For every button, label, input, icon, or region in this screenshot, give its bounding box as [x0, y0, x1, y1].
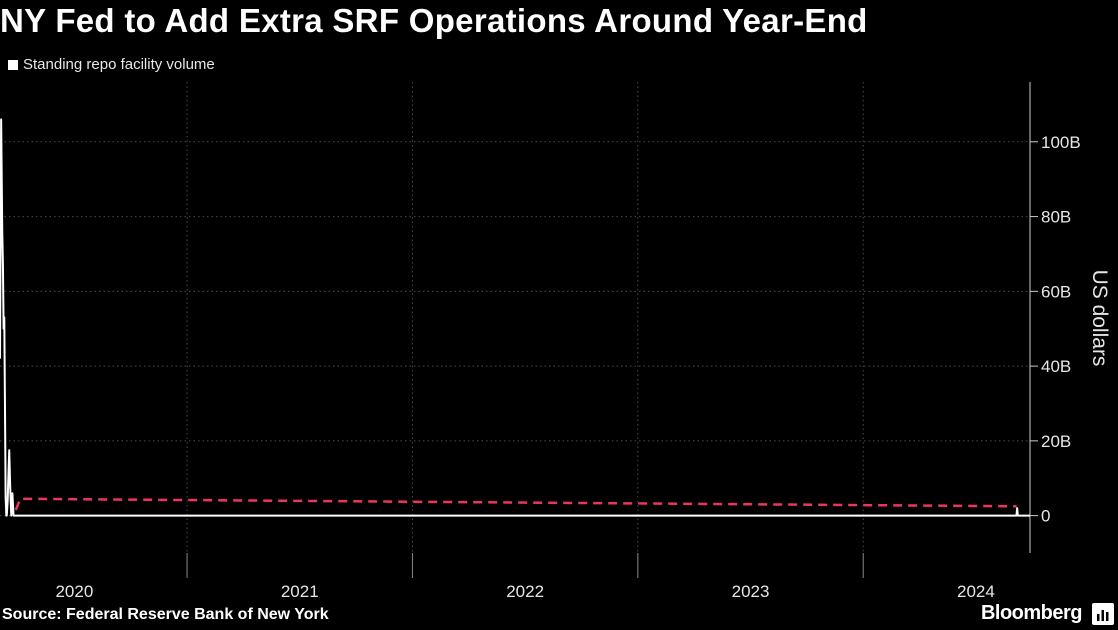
y-tick-label: 60B [1041, 282, 1071, 301]
y-axis-title: US dollars [1088, 270, 1111, 367]
x-tick-label: 2022 [506, 582, 544, 601]
x-tick-label: 2021 [281, 582, 319, 601]
y-tick-label: 40B [1041, 357, 1071, 376]
source-note: Source: Federal Reserve Bank of New York [2, 606, 329, 623]
y-tick-label: 80B [1041, 208, 1071, 227]
y-tick-label: 100B [1041, 133, 1081, 152]
series-line [0, 118, 1030, 517]
legend: Standing repo facility volume [8, 56, 215, 73]
legend-label: Standing repo facility volume [23, 56, 215, 73]
legend-swatch [8, 59, 18, 70]
brand-logo: Bloomberg [980, 602, 1083, 624]
chart-title: NY Fed to Add Extra SRF Operations Aroun… [0, 2, 868, 39]
dashed-series-line [14, 497, 1017, 511]
x-tick-label: 2024 [957, 582, 995, 601]
x-tick-label: 2023 [732, 582, 770, 601]
bloomberg-chart-icon [1092, 603, 1114, 625]
y-tick-label: 20B [1041, 432, 1071, 451]
y-tick-label: 0 [1041, 507, 1050, 526]
x-tick-label: 2020 [55, 582, 93, 601]
